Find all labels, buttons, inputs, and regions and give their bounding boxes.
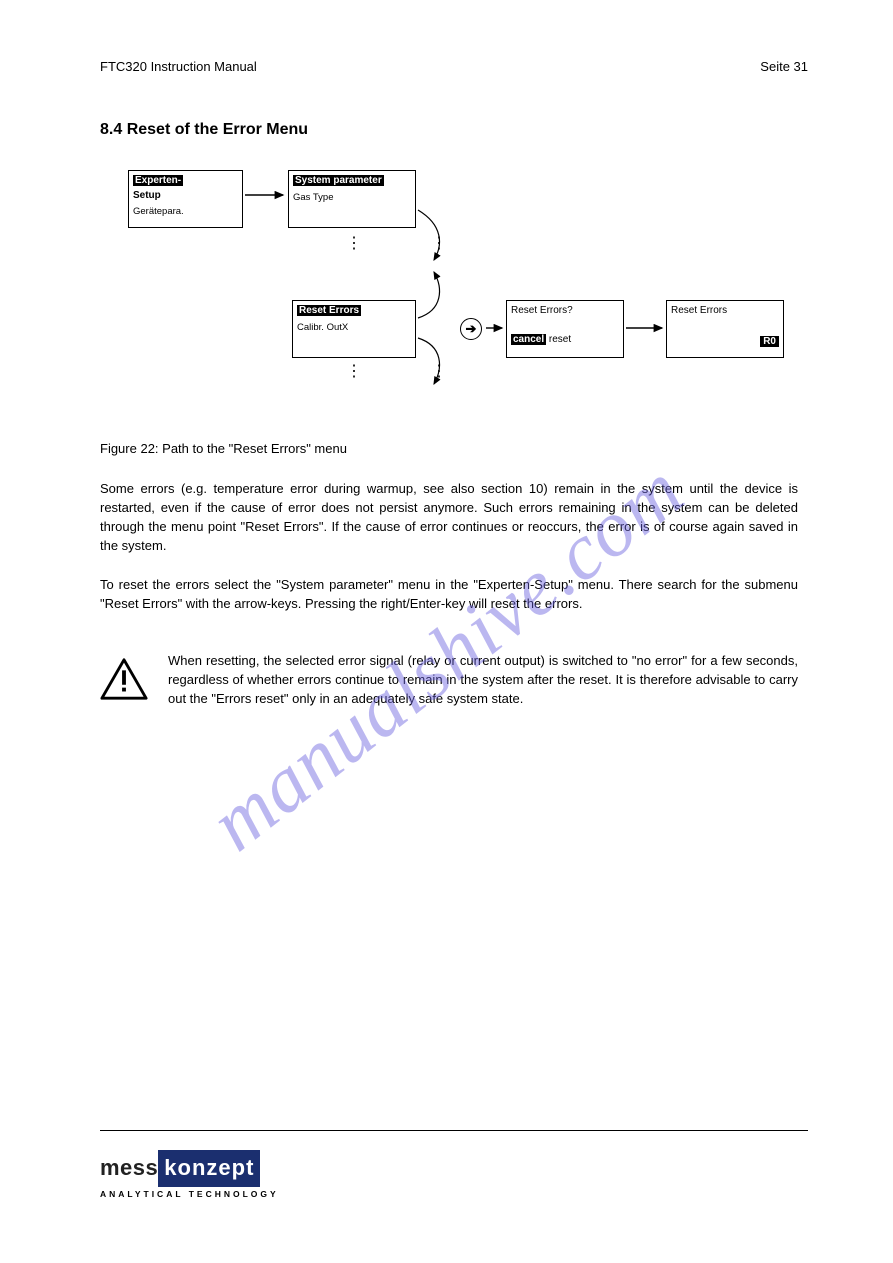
vdots-icon: ⋮ <box>346 370 362 374</box>
node-resetting-l1: Reset Errors <box>671 304 779 319</box>
logo-part1: mess <box>100 1155 158 1180</box>
node-experten-hl: Experten- <box>133 175 183 186</box>
vdots-icon: ⋮ <box>431 370 447 374</box>
arrow-right-icon: ➔ <box>466 320 477 339</box>
node-system-l2: Gas Type <box>293 191 411 205</box>
paragraph-1: Some errors (e.g. temperature error duri… <box>100 480 798 555</box>
footer-rule <box>100 1130 808 1131</box>
enter-button-icon: ➔ <box>460 318 482 340</box>
node-experten-rest: Gerätepara. <box>133 205 238 219</box>
node-reset: Reset Errors Calibr. OutX <box>292 300 416 358</box>
figure-caption: Figure 22: Path to the "Reset Errors" me… <box>100 440 347 459</box>
paragraph-2: To reset the errors select the "System p… <box>100 576 798 614</box>
vdots-icon: ⋮ <box>346 242 362 246</box>
warning-text: When resetting, the selected error signa… <box>168 652 798 709</box>
header-right: Seite 31 <box>760 58 808 77</box>
header-left: FTC320 Instruction Manual <box>100 58 257 77</box>
node-experten: Experten- Setup Gerätepara. <box>128 170 243 228</box>
logo-part2: konzept <box>158 1150 260 1187</box>
logo-sub: ANALYTICAL TECHNOLOGY <box>100 1188 300 1200</box>
flow-diagram: Experten- Setup Gerätepara. System param… <box>128 170 788 430</box>
node-experten-l2: Setup <box>133 189 238 204</box>
node-resetting: Reset Errors R0 <box>666 300 784 358</box>
node-resetq-rest: reset <box>546 334 571 345</box>
node-system-hl: System parameter <box>293 175 384 186</box>
warning-block: When resetting, the selected error signa… <box>100 652 798 709</box>
node-reset-l2: Calibr. OutX <box>297 321 411 335</box>
node-system: System parameter Gas Type <box>288 170 416 228</box>
node-resetq: Reset Errors? cancel reset <box>506 300 624 358</box>
vdots-icon: ⋮ <box>431 242 447 246</box>
node-resetq-l1: Reset Errors? <box>511 304 619 319</box>
node-resetting-hl: R0 <box>760 336 779 347</box>
node-resetq-hl: cancel <box>511 334 546 345</box>
node-reset-hl: Reset Errors <box>297 305 361 316</box>
warning-icon <box>100 657 148 701</box>
section-title: 8.4 Reset of the Error Menu <box>100 118 308 141</box>
page-header: FTC320 Instruction Manual Seite 31 <box>100 58 808 77</box>
brand-logo: messkonzept ANALYTICAL TECHNOLOGY <box>100 1150 300 1196</box>
